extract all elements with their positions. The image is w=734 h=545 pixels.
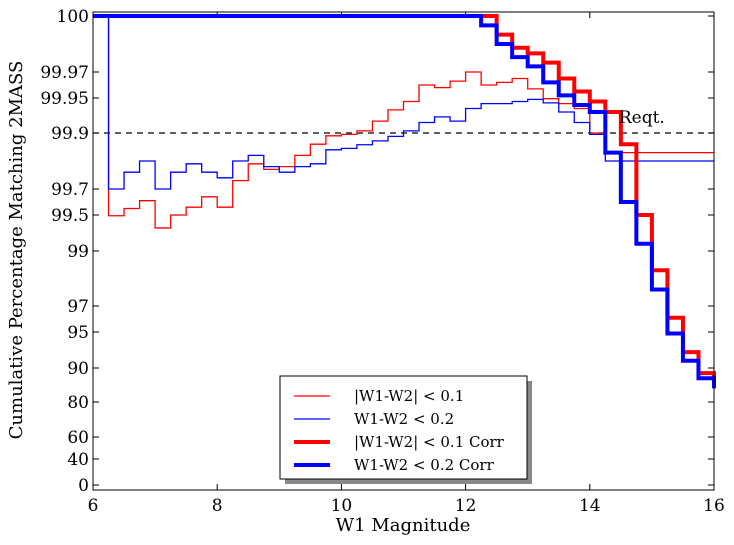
y-tick-label: 95 [67,323,89,343]
y-tick-label: 80 [67,393,89,413]
y-tick-label: 99 [67,242,89,262]
y-tick-label: 99.95 [40,89,89,109]
legend-label: W1-W2 < 0.2 [354,410,454,428]
y-tick-label: 99.97 [40,63,89,83]
legend-box [279,375,528,480]
series-line-0 [93,15,714,229]
ticks: 6 8 10 12 14 16 100 99.97 99.95 99.9 99.7 99.5 99 97 9… [40,7,724,516]
x-tick-label: 10 [331,496,353,516]
y-axis-label: Cumulative Percentage Matching 2MASS [6,61,27,440]
series-line-1 [93,15,714,190]
series-group [93,14,716,389]
y-tick-label: 40 [67,450,89,470]
x-tick-label: 6 [88,496,99,516]
legend-label: |W1-W2| < 0.1 Corr [354,433,505,451]
legend-label: W1-W2 < 0.2 Corr [354,456,495,474]
legend: |W1-W2| < 0.1 W1-W2 < 0.2 |W1-W2| < 0.1 Co… [279,375,532,484]
x-tick-label: 12 [455,496,477,516]
y-tick-label: 0 [78,476,89,496]
y-tick-label: 97 [67,297,89,317]
y-tick-label: 100 [57,7,89,27]
series-line-3 [93,14,716,389]
y-tick-label: 99.9 [51,124,89,144]
plot-frame [92,11,715,491]
x-tick-label: 8 [212,496,223,516]
legend-label: |W1-W2| < 0.1 [354,387,464,405]
y-tick-label: 99.7 [51,180,89,200]
y-tick-label: 60 [67,428,89,448]
x-tick-label: 14 [579,496,601,516]
y-tick-label: 99.5 [51,206,89,226]
x-tick-label: 16 [703,496,725,516]
reference-line-label: Reqt. [619,108,665,128]
x-axis-label: W1 Magnitude [336,515,471,536]
y-tick-label: 90 [67,359,89,379]
